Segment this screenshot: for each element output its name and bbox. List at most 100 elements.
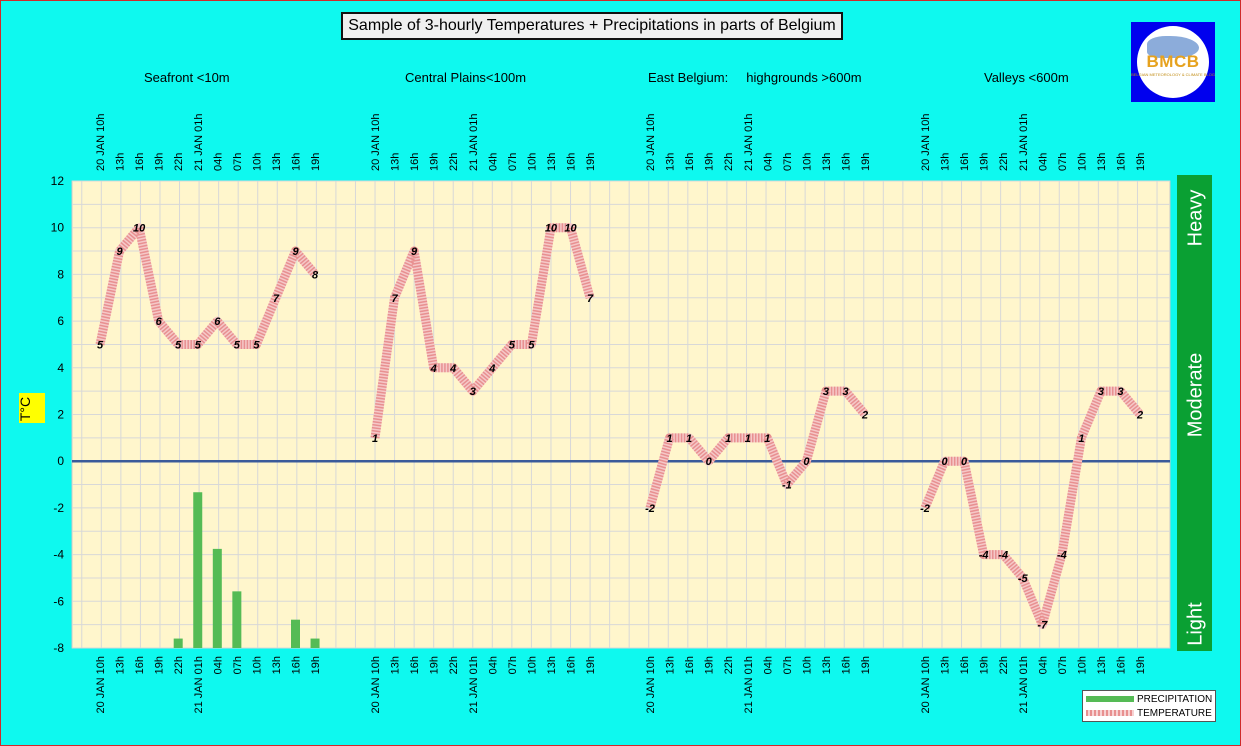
y-tick-label: -2: [53, 501, 64, 515]
x-tick-label-top: 07h: [232, 153, 244, 171]
x-tick-label-bottom: 19h: [154, 656, 166, 674]
y-tick-label: 6: [57, 314, 64, 328]
x-tick-label-top: 16h: [841, 153, 853, 171]
x-tick-label-top: 16h: [566, 153, 578, 171]
legend-swatch-temperature: [1086, 710, 1134, 717]
x-tick-label-bottom: 13h: [546, 656, 558, 674]
y-tick-label: -8: [53, 641, 64, 655]
temperature-data-label: 5: [253, 339, 260, 351]
y-tick-label: 2: [57, 408, 64, 422]
logo-text: BMCB: [1146, 52, 1200, 71]
temperature-data-label: 3: [823, 386, 829, 398]
x-tick-label-top: 10h: [1076, 153, 1088, 171]
legend-label-precipitation: PRECIPITATION: [1137, 694, 1213, 705]
precip-bar: [173, 638, 183, 648]
x-tick-label-top: 13h: [546, 153, 558, 171]
x-tick-label-bottom: 19h: [860, 656, 872, 674]
x-tick-label-bottom: 16h: [291, 656, 303, 674]
x-tick-label-bottom: 16h: [409, 656, 421, 674]
x-tick-label-bottom: 07h: [1057, 656, 1069, 674]
x-tick-label-top: 10h: [801, 153, 813, 171]
temperature-data-label: 0: [803, 456, 810, 468]
x-tick-label-bottom: 22h: [998, 656, 1010, 674]
temperature-data-label: -5: [1018, 573, 1029, 585]
x-tick-label-bottom: 16h: [566, 656, 578, 674]
temperature-data-label: 5: [528, 339, 535, 351]
x-tick-label-top: 07h: [507, 153, 519, 171]
temperature-data-label: -4: [1057, 550, 1067, 562]
legend-item-temperature: TEMPERATURE: [1086, 708, 1212, 720]
temperature-data-label: 5: [195, 339, 202, 351]
precip-bar: [232, 591, 242, 648]
precip-bar: [310, 638, 320, 648]
x-tick-label-top: 13h: [821, 153, 833, 171]
x-tick-label-bottom: 13h: [1096, 656, 1108, 674]
x-tick-label-top: 16h: [409, 153, 421, 171]
x-tick-label-bottom: 13h: [665, 656, 677, 674]
x-tick-label-bottom: 20 JAN 10h: [370, 656, 382, 713]
temperature-data-label: 9: [411, 246, 418, 258]
temperature-data-label: 1: [745, 433, 751, 445]
x-tick-label-top: 16h: [134, 153, 146, 171]
temperature-data-label: 5: [234, 339, 241, 351]
x-tick-label-top: 21 JAN 01h: [193, 114, 205, 171]
temperature-data-label: 1: [1078, 433, 1084, 445]
x-tick-label-bottom: 20 JAN 10h: [920, 656, 932, 713]
x-tick-label-bottom: 21 JAN 01h: [468, 656, 480, 713]
x-tick-label-top: 19h: [310, 153, 322, 171]
temperature-data-label: 1: [725, 433, 731, 445]
temperature-data-label: 9: [292, 246, 299, 258]
temperature-data-label: 1: [372, 433, 378, 445]
temperature-data-label: -2: [920, 503, 930, 515]
x-tick-label-bottom: 21 JAN 01h: [1018, 656, 1030, 713]
x-tick-label-top: 13h: [940, 153, 952, 171]
legend-label-temperature: TEMPERATURE: [1137, 708, 1212, 719]
temperature-data-label: 2: [861, 410, 868, 422]
belgium-map-icon: [1147, 36, 1199, 58]
x-tick-label-bottom: 22h: [448, 656, 460, 674]
temperature-line: [370, 223, 595, 439]
x-tick-label-bottom: 16h: [1116, 656, 1128, 674]
x-tick-label-top: 13h: [1096, 153, 1108, 171]
temperature-line: [645, 386, 869, 510]
x-tick-label-top: 20 JAN 10h: [370, 114, 382, 171]
x-tick-label-bottom: 16h: [959, 656, 971, 674]
x-tick-label-bottom: 19h: [429, 656, 441, 674]
x-tick-label-bottom: 04h: [487, 656, 499, 674]
x-tick-label-bottom: 04h: [762, 656, 774, 674]
temperature-data-label: -4: [998, 550, 1008, 562]
legend-swatch-precipitation: [1086, 696, 1134, 703]
x-tick-label-top: 04h: [487, 153, 499, 171]
temperature-data-label: 3: [470, 386, 476, 398]
temperature-data-label: 2: [1136, 410, 1143, 422]
y-tick-label: -4: [53, 548, 64, 562]
logo-subtext: BELGIAN METEOROLOGY & CLIMATE BLOG: [1131, 72, 1215, 77]
gridlines: [72, 180, 1170, 649]
x-tick-label-top: 22h: [448, 153, 460, 171]
x-tick-label-bottom: 19h: [704, 656, 716, 674]
x-tick-label-top: 16h: [684, 153, 696, 171]
x-tick-label-top: 13h: [390, 153, 402, 171]
region-label-east-belgium: East Belgium: highgrounds >600m: [648, 70, 862, 85]
x-tick-label-top: 21 JAN 01h: [743, 114, 755, 171]
temperature-data-label: 1: [764, 433, 770, 445]
x-tick-label-bottom: 19h: [979, 656, 991, 674]
x-tick-label-bottom: 22h: [723, 656, 735, 674]
x-tick-label-bottom: 13h: [821, 656, 833, 674]
x-tick-label-bottom: 20 JAN 10h: [95, 656, 107, 713]
temperature-data-label: -2: [645, 503, 655, 515]
temperature-data-label: 6: [156, 316, 163, 328]
x-tick-label-top: 10h: [526, 153, 538, 171]
region-label-seafront: Seafront <10m: [144, 70, 230, 85]
region-label-central-plains: Central Plains<100m: [405, 70, 527, 85]
temperature-data-label: -7: [1037, 620, 1048, 632]
temperature-data-label: 6: [214, 316, 221, 328]
x-tick-label-top: 21 JAN 01h: [1018, 114, 1030, 171]
temperature-data-label: 7: [391, 293, 398, 305]
temperature-data-label: 1: [666, 433, 672, 445]
x-tick-label-top: 13h: [115, 153, 127, 171]
x-tick-label-bottom: 19h: [585, 656, 597, 674]
temperature-data-label: 9: [116, 246, 123, 258]
temperature-data-label: 10: [133, 223, 146, 235]
